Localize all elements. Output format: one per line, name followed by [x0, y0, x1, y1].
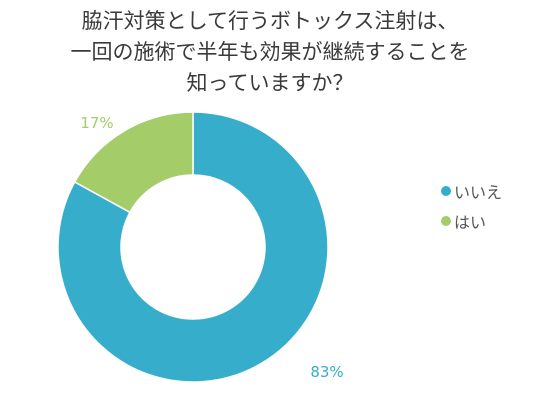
slice-yes — [73, 111, 194, 214]
chart-title-line-1: 脇汗対策として行うボトックス注射は、 — [81, 9, 459, 33]
value-label-no: 83% — [310, 363, 343, 381]
legend-swatch-yes — [441, 216, 451, 226]
slice-no — [57, 111, 329, 383]
legend-swatch-no — [441, 186, 451, 196]
legend-label-no: いいえ — [454, 183, 503, 202]
chart-title: 脇汗対策として行うボトックス注射は、 一回の施術で半年も効果が継続することを 知… — [0, 6, 540, 99]
chart-title-line-2: 一回の施術で半年も効果が継続することを — [70, 40, 470, 64]
legend-label-yes: はい — [454, 213, 487, 232]
chart-title-line-3: 知っていますか？ — [186, 71, 354, 95]
legend-item-yes: はい — [441, 206, 502, 236]
chart-legend: いいえ はい — [441, 176, 502, 236]
value-label-yes: 17% — [80, 114, 113, 132]
legend-item-no: いいえ — [441, 176, 502, 206]
